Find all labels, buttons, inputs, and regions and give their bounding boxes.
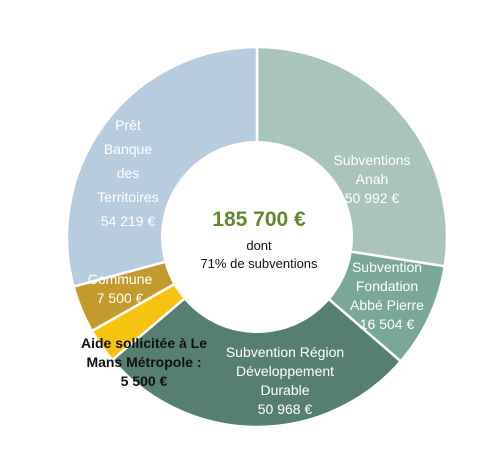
center-line-1: dont xyxy=(246,238,272,253)
labels-group: Subventions Anah 50 992 € Subvention Fondati… xyxy=(81,117,424,417)
donut-hole xyxy=(161,141,353,333)
center-total: 185 700 € xyxy=(212,208,306,231)
slice-label-6: Prêt Banque des Territoires 54 219 € xyxy=(97,117,158,229)
slice-label-1: Subventions Anah 50 992 € xyxy=(333,152,410,206)
center-line-2: 71% de subventions xyxy=(200,256,318,271)
slice-label-2: Subvention Fondation Abbé Pierre 16 504 € xyxy=(350,259,424,332)
slice-label-3: Subvention Région Développement Durable 50 … xyxy=(226,344,344,417)
slice-label-5: Commune 7 500 € xyxy=(88,271,153,306)
slice-label-4: Aide sollicitée à Le Mans Métropole :5 50… xyxy=(81,335,207,389)
